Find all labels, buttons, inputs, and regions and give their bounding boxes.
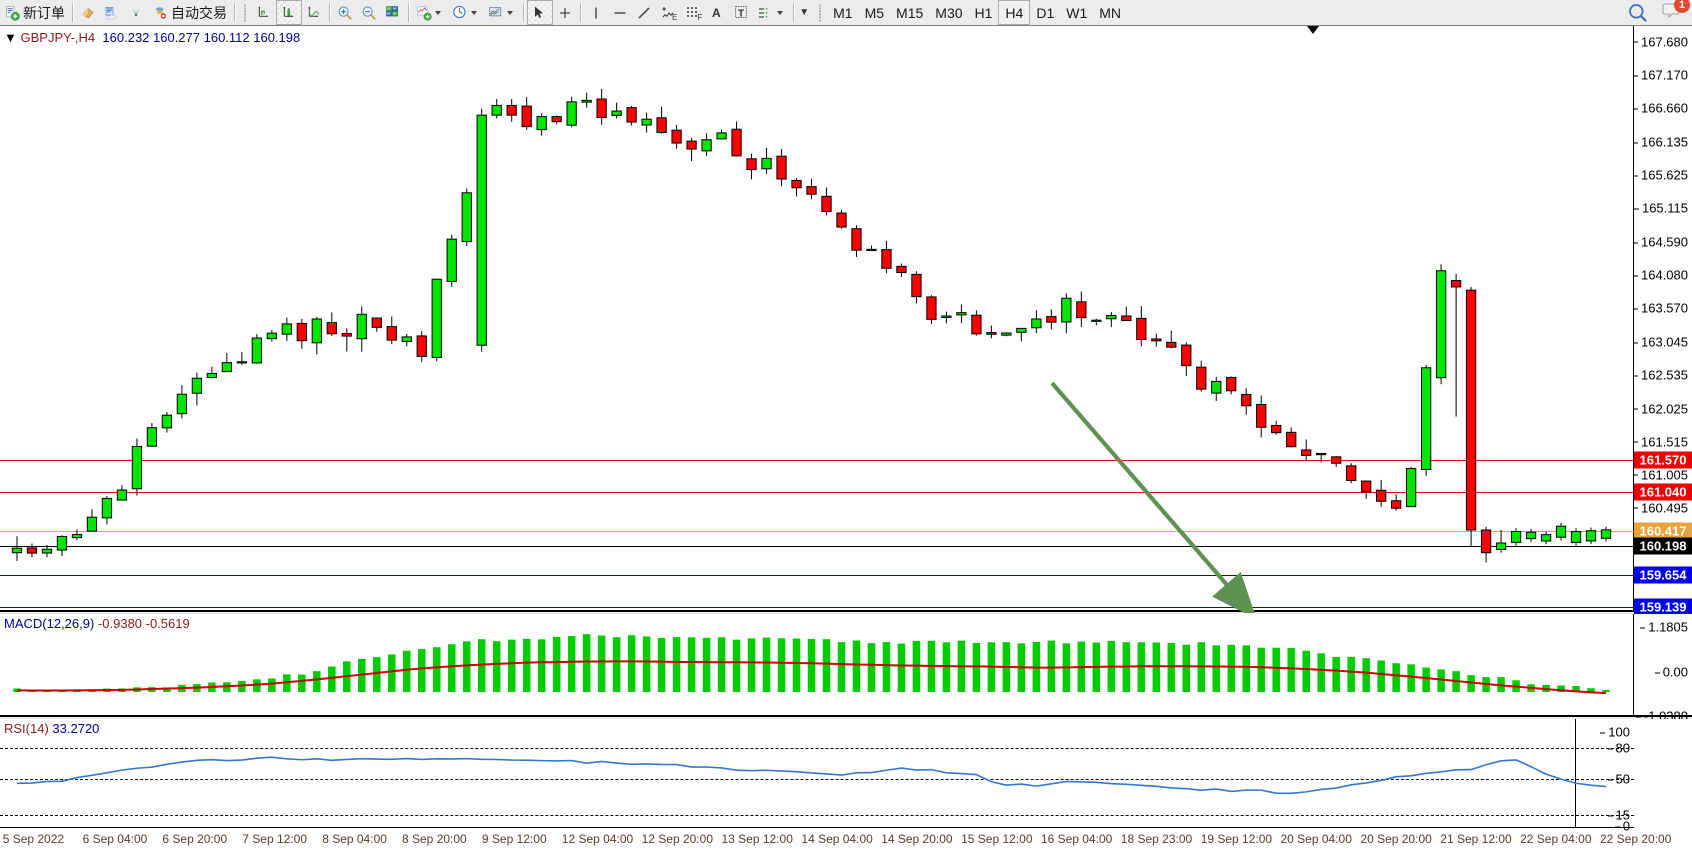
svg-text:A: A: [712, 6, 721, 20]
svg-text:T: T: [738, 8, 744, 19]
